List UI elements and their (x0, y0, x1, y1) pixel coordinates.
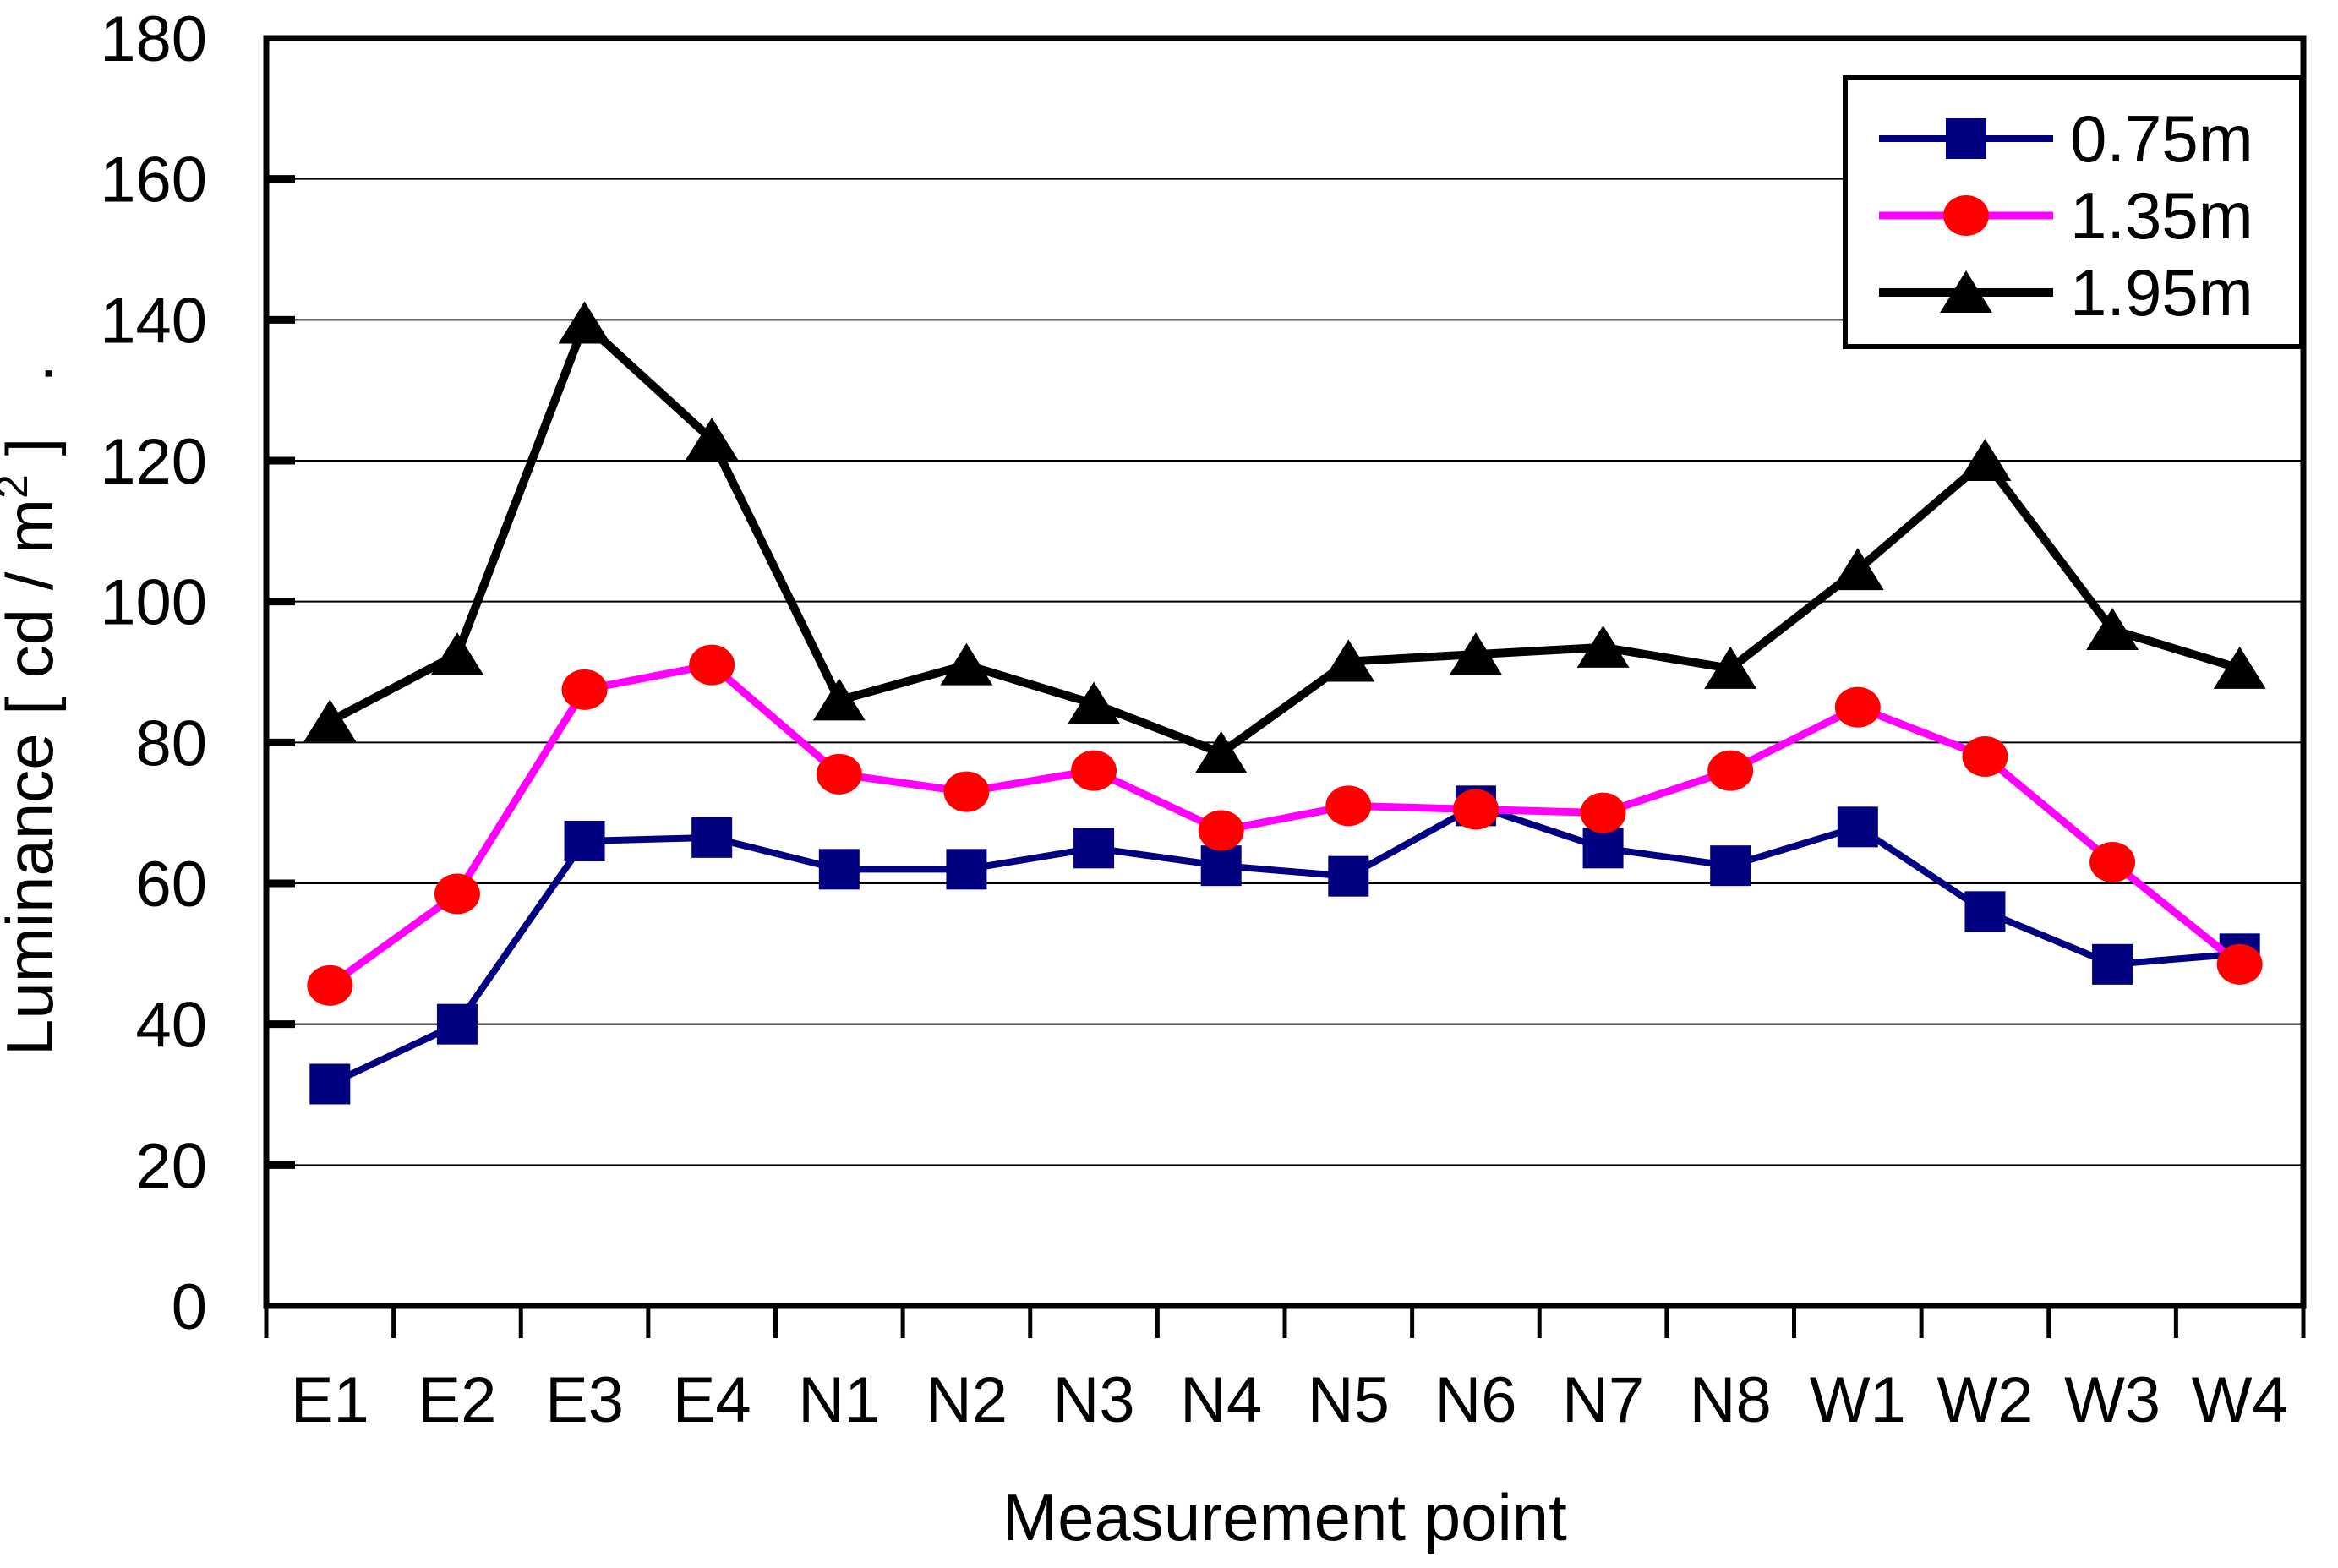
marker-series1-N2 (943, 771, 990, 812)
series-line-2 (327, 315, 2242, 758)
marker-series2-E3 (558, 301, 611, 344)
y-tick-label: 180 (100, 3, 207, 75)
marker-series1-E3 (561, 669, 608, 710)
x-axis-title: Measurement point (1002, 1480, 1567, 1554)
x-tick-label: N3 (1052, 1364, 1134, 1436)
y-tick-label: 120 (100, 426, 207, 498)
x-tick-label: N7 (1562, 1364, 1644, 1436)
y-tick-label: 20 (135, 1130, 207, 1202)
marker-series0-N2 (946, 849, 987, 890)
marker-series0-W1 (1837, 806, 1878, 848)
marker-series1-N4 (1198, 810, 1244, 851)
marker-series2-N6 (1449, 632, 1502, 675)
marker-series1-N1 (816, 753, 862, 795)
marker-series0-N4 (1200, 845, 1242, 887)
marker-series2-N4 (1194, 730, 1248, 773)
marker-series1-W4 (2216, 943, 2263, 985)
marker-series0-W3 (2092, 943, 2133, 985)
legend-item-label: 1.95m (2070, 255, 2253, 330)
marker-series2-W3 (2086, 608, 2139, 650)
x-tick-label: N2 (926, 1364, 1008, 1436)
marker-series1-N7 (1580, 792, 1626, 833)
marker-series2-N8 (1704, 646, 1757, 689)
y-tick-label: 60 (135, 849, 207, 921)
legend-item-label: 0.75m (2070, 101, 2253, 176)
marker-series2-E1 (303, 699, 357, 742)
x-tick-label: W2 (1936, 1364, 2033, 1436)
marker-series1-N5 (1325, 785, 1372, 827)
x-tick-label: E3 (545, 1364, 624, 1436)
marker-series1-N6 (1452, 789, 1499, 830)
x-tick-label: E4 (673, 1364, 751, 1436)
marker-series1-W3 (2089, 842, 2136, 882)
x-tick-label: W4 (2192, 1364, 2288, 1436)
marker-series0-E2 (436, 1003, 478, 1045)
y-tick-label: 40 (135, 990, 207, 1062)
marker-series0-W2 (1964, 891, 2006, 932)
series-line-0 (328, 801, 2241, 1088)
x-tick-label: N6 (1434, 1364, 1516, 1436)
series-line-1 (327, 660, 2242, 989)
y-tick-label: 160 (100, 145, 207, 216)
y-tick-label: 100 (100, 567, 207, 639)
y-tick-label: 80 (135, 708, 207, 779)
marker-series2-N5 (1322, 639, 1375, 682)
marker-series1-W2 (1962, 736, 2008, 777)
marker-series2-W1 (1831, 548, 1884, 591)
legend-circle-icon (1943, 195, 1989, 236)
marker-series1-E4 (689, 644, 735, 686)
marker-series1-N8 (1707, 750, 1754, 791)
y-tick-label: 0 (172, 1271, 207, 1343)
x-tick-label: N4 (1180, 1364, 1262, 1436)
marker-series0-N1 (818, 849, 860, 890)
legend-triangle-icon (1940, 270, 1992, 313)
x-tick-label: N8 (1690, 1364, 1772, 1436)
y-axis-title: Luminance [ cd / m2 ] . (0, 364, 67, 1056)
marker-series0-E4 (691, 817, 733, 858)
marker-series1-N3 (1071, 750, 1117, 791)
legend-item-label: 1.35m (2070, 178, 2253, 253)
x-tick-label: E2 (418, 1364, 496, 1436)
legend-square-icon (1946, 118, 1986, 159)
marker-series2-N2 (940, 642, 993, 686)
x-tick-label: N5 (1308, 1364, 1390, 1436)
x-tick-label: N1 (798, 1364, 880, 1436)
marker-series2-W4 (2213, 646, 2266, 689)
marker-series0-E3 (564, 821, 605, 861)
marker-series1-W1 (1834, 686, 1881, 728)
x-tick-label: W3 (2064, 1364, 2160, 1436)
marker-series2-E2 (430, 632, 483, 675)
marker-series1-E2 (434, 873, 480, 915)
x-tick-label: E1 (291, 1364, 369, 1436)
marker-series2-N3 (1068, 681, 1121, 724)
marker-series0-N7 (1582, 828, 1624, 869)
marker-series0-E1 (309, 1063, 351, 1105)
marker-series2-N1 (812, 678, 866, 721)
marker-series2-W2 (1958, 439, 2012, 481)
marker-series2-N7 (1576, 625, 1630, 668)
marker-series1-E1 (307, 964, 353, 1006)
marker-series2-E4 (686, 418, 739, 460)
x-tick-label: W1 (1810, 1364, 1906, 1436)
marker-series0-N3 (1073, 828, 1115, 869)
y-tick-label: 140 (100, 285, 207, 357)
marker-series0-N8 (1710, 845, 1751, 887)
marker-series0-N5 (1328, 855, 1369, 897)
